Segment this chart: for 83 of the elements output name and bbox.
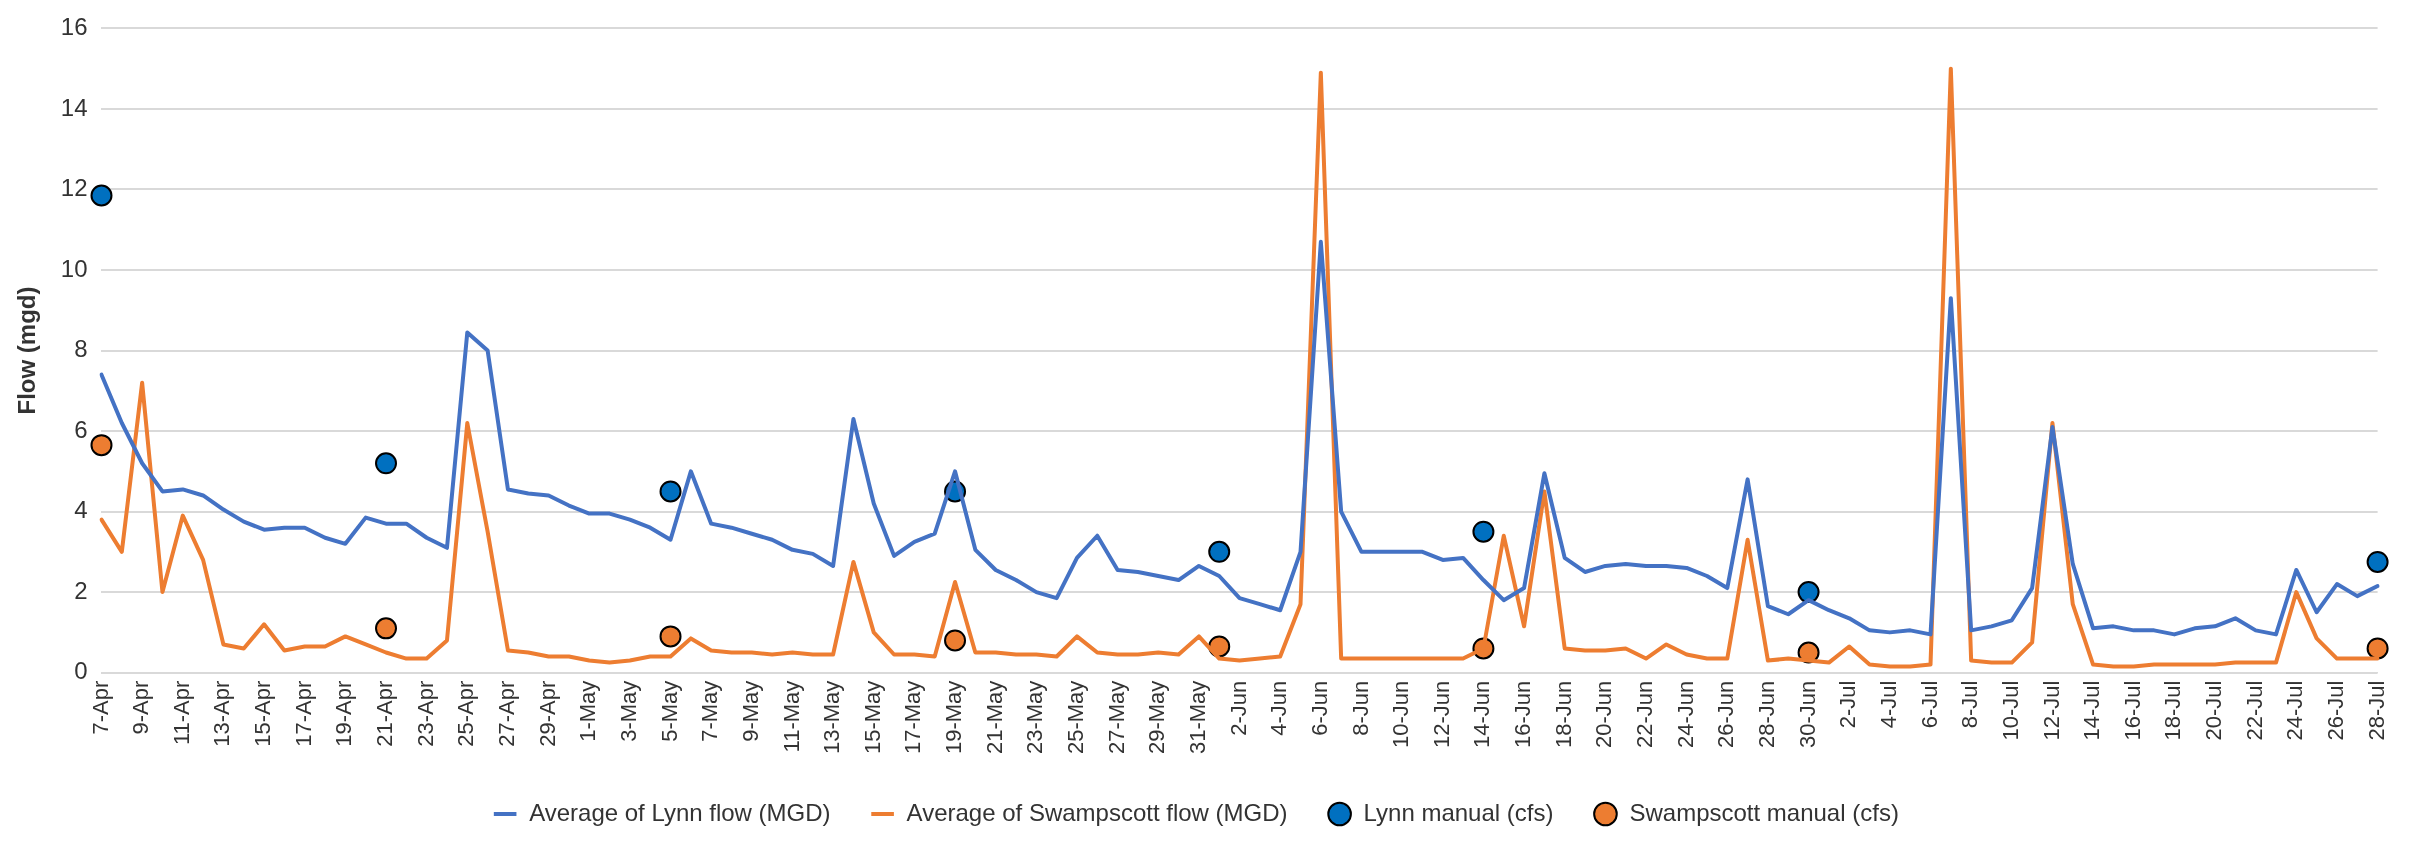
x-tick-label: 23-Apr (412, 680, 438, 747)
x-tick-label: 7-Apr (87, 680, 113, 735)
x-tick-label: 2-Jun (1225, 680, 1251, 736)
x-tick-label: 19-May (941, 680, 967, 754)
x-tick-label: 4-Jul (1875, 680, 1901, 729)
point (944, 629, 967, 652)
x-tick-label: 22-Jun (1632, 680, 1658, 748)
y-tick-label: 10 (60, 254, 88, 282)
x-tick-label: 23-May (1022, 680, 1048, 754)
x-tick-label: 27-May (1103, 680, 1129, 754)
x-tick-label: 13-Apr (209, 680, 235, 747)
x-tick-label: 1-May (575, 680, 601, 742)
x-tick-label: 7-May (697, 680, 723, 742)
x-tick-label: 24-Jul (2282, 680, 2308, 741)
point (90, 434, 113, 457)
x-tick-label: 8-Jun (1347, 680, 1373, 736)
x-tick-label: 9-Apr (128, 680, 154, 735)
y-tick-label: 12 (60, 174, 88, 202)
x-tick-label: 20-Jul (2201, 680, 2227, 741)
legend-label: Average of Lynn flow (MGD) (529, 798, 831, 826)
x-tick-label: 14-Jun (1469, 680, 1495, 748)
x-tick-label: 16-Jun (1510, 680, 1536, 748)
x-tick-label: 9-May (737, 680, 763, 742)
x-tick-label: 28-Jun (1753, 680, 1779, 748)
x-tick-label: 20-Jun (1591, 680, 1617, 748)
point (2366, 637, 2389, 660)
x-tick-label: 17-Apr (290, 680, 316, 747)
x-tick-label: 29-Apr (534, 680, 560, 747)
x-tick-label: 30-Jun (1794, 680, 1820, 748)
x-tick-label: 14-Jul (2079, 680, 2105, 741)
x-tick-label: 11-May (778, 680, 804, 753)
y-tick-label: 0 (74, 657, 88, 685)
x-tick-label: 21-Apr (372, 680, 398, 747)
x-tick-label: 18-Jul (2160, 680, 2186, 741)
y-tick-label: 4 (74, 496, 88, 524)
legend-label: Average of Swampscott flow (MGD) (906, 798, 1288, 826)
point (1797, 581, 1820, 604)
x-tick-label: 26-Jun (1713, 680, 1739, 748)
x-tick-label: 12-Jun (1428, 680, 1454, 748)
x-tick-label: 28-Jul (2363, 680, 2389, 741)
point (375, 617, 398, 640)
x-tick-label: 15-May (859, 680, 885, 754)
x-tick-label: 17-May (900, 680, 926, 754)
x-tick-label: 11-Apr (168, 680, 194, 746)
y-tick-label: 6 (74, 415, 88, 443)
x-tick-label: 2-Jul (1835, 680, 1861, 729)
point (1472, 520, 1495, 543)
x-tick-label: 18-Jun (1550, 680, 1576, 748)
y-tick-label: 14 (60, 93, 88, 121)
legend-label: Lynn manual (cfs) (1363, 798, 1554, 826)
x-tick-label: 26-Jul (2323, 680, 2349, 741)
x-tick-label: 15-Apr (250, 680, 276, 747)
legend-label: Swampscott manual (cfs) (1629, 798, 1899, 826)
x-tick-label: 22-Jul (2241, 680, 2267, 741)
point (2366, 550, 2389, 573)
y-tick-label: 8 (74, 335, 88, 363)
x-tick-label: 6-Jun (1306, 680, 1332, 736)
point (1208, 540, 1231, 563)
x-tick-label: 6-Jul (1916, 680, 1942, 729)
x-tick-label: 3-May (615, 680, 641, 742)
y-tick-label: 16 (60, 13, 88, 41)
y-tick-label: 2 (74, 576, 88, 604)
x-tick-label: 5-May (656, 680, 682, 742)
x-tick-label: 10-Jun (1388, 680, 1414, 748)
x-tick-label: 25-May (1063, 680, 1089, 754)
x-tick-label: 19-Apr (331, 680, 357, 747)
x-tick-label: 27-Apr (494, 680, 520, 747)
x-tick-label: 25-Apr (453, 680, 479, 747)
point (375, 452, 398, 475)
x-tick-label: 31-May (1184, 680, 1210, 754)
x-tick-label: 13-May (819, 680, 845, 754)
y-axis-title: Flow (mgd) (13, 286, 41, 415)
x-tick-label: 12-Jul (2038, 680, 2064, 741)
x-tick-label: 8-Jul (1957, 680, 1983, 729)
point (90, 184, 113, 207)
x-tick-label: 10-Jul (1997, 680, 2023, 741)
x-tick-label: 24-Jun (1672, 680, 1698, 748)
point (659, 480, 682, 503)
point (659, 625, 682, 648)
x-tick-label: 16-Jul (2119, 680, 2145, 741)
x-tick-label: 21-May (981, 680, 1007, 754)
x-tick-label: 29-May (1144, 680, 1170, 754)
x-tick-label: 4-Jun (1266, 680, 1292, 736)
